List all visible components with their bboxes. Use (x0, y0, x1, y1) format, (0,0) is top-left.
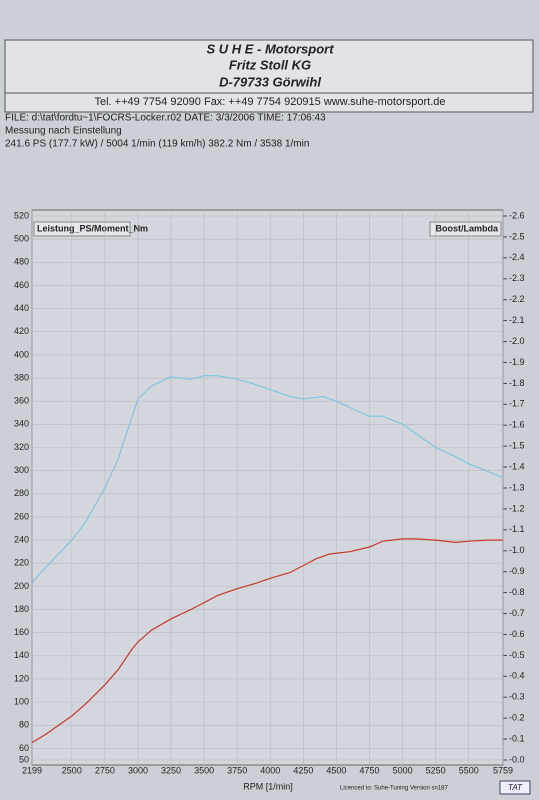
y-tick-label: 220 (14, 558, 29, 568)
y2-tick-label: -0.1 (509, 733, 525, 743)
y-tick-label: 100 (14, 697, 29, 707)
y-tick-label: 280 (14, 488, 29, 498)
y-tick-label: 440 (14, 303, 29, 313)
y-tick-label: 340 (14, 419, 29, 429)
y2-tick-label: -1.4 (509, 461, 525, 471)
x-tick-label: 3250 (161, 765, 181, 775)
y-tick-label: 400 (14, 349, 29, 359)
y-tick-label: 460 (14, 280, 29, 290)
y-tick-label: 360 (14, 396, 29, 406)
y-tick-label: 50 (19, 754, 29, 764)
result: 241.6 PS (177.7 kW) / 5004 1/min (119 km… (5, 139, 309, 150)
left-axis-label: Leistung_PS/Moment_Nm (37, 223, 148, 233)
x-tick-label: 4500 (326, 765, 346, 775)
y2-tick-label: -1.7 (509, 399, 525, 409)
x-tick-label: 2500 (62, 765, 82, 775)
y-tick-label: 160 (14, 627, 29, 637)
contact: Tel. ++49 7754 92090 Fax: ++49 7754 9209… (94, 96, 445, 108)
plot-area (31, 209, 504, 766)
header-box (4, 39, 534, 113)
y2-tick-label: -2.2 (509, 294, 525, 304)
y-tick-label: 420 (14, 326, 29, 336)
y2-tick-label: -1.2 (509, 503, 525, 513)
x-tick-label: 3500 (194, 765, 214, 775)
y2-tick-label: -0.4 (509, 671, 525, 681)
y2-tick-label: -1.8 (509, 378, 525, 388)
y-tick-label: 240 (14, 534, 29, 544)
x-tick-label: 4250 (293, 765, 313, 775)
x-tick-label: 5500 (459, 765, 479, 775)
x-axis-label: RPM [1/min] (243, 781, 293, 791)
y-tick-label: 120 (14, 673, 29, 683)
y-tick-label: 320 (14, 442, 29, 452)
left-label-box (33, 221, 131, 237)
y2-tick-label: -2.6 (509, 210, 525, 220)
y-tick-label: 500 (14, 234, 29, 244)
y2-tick-label: -1.3 (509, 482, 525, 492)
company-name: Fritz Stoll KG (229, 57, 311, 72)
y2-tick-label: -0.9 (509, 566, 525, 576)
x-tick-label: 5000 (393, 765, 413, 775)
logo-box (499, 780, 531, 795)
y2-tick-label: -1.9 (509, 357, 525, 367)
y-tick-label: 60 (19, 743, 29, 753)
y2-tick-label: -0.3 (509, 692, 525, 702)
y2-tick-label: -0.8 (509, 587, 525, 597)
y2-tick-label: -2.1 (509, 315, 525, 325)
y2-tick-label: -0.6 (509, 629, 525, 639)
y2-tick-label: -0.5 (509, 650, 525, 660)
y2-tick-label: -1.6 (509, 420, 525, 430)
x-tick-label: 3750 (227, 765, 247, 775)
y-tick-label: 200 (14, 581, 29, 591)
y2-tick-label: -0.7 (509, 608, 525, 618)
y2-tick-label: -1.1 (509, 524, 525, 534)
right-axis-label: Boost/Lambda (435, 223, 498, 233)
footer: Licenced to: Suhe-Tuning Version sn187 (340, 786, 449, 792)
y2-tick-label: -0.0 (509, 754, 525, 764)
y2-tick-label: -2.4 (509, 252, 525, 262)
y-tick-label: 480 (14, 257, 29, 267)
y-tick-label: 180 (14, 604, 29, 614)
note: Messung nach Einstellung (5, 126, 122, 137)
series-line (31, 538, 503, 744)
y2-tick-label: -2.3 (509, 273, 525, 283)
y2-tick-label: -2.0 (509, 336, 525, 346)
right-label-box (429, 221, 502, 237)
file-info: FILE: d:\tat\fordtu~1\FOCRS-Locker.r02 D… (5, 113, 326, 124)
y2-tick-label: -2.5 (509, 231, 525, 241)
y-tick-label: 520 (14, 210, 29, 220)
y-tick-label: 260 (14, 511, 29, 521)
y-tick-label: 80 (19, 720, 29, 730)
y-tick-label: 380 (14, 372, 29, 382)
x-tick-label: 3000 (128, 765, 148, 775)
logo: TAT (508, 783, 523, 792)
y2-tick-label: -1.5 (509, 441, 525, 451)
y2-tick-label: -0.2 (509, 713, 525, 723)
x-tick-label: 5759 (493, 765, 513, 775)
x-tick-label: 2750 (95, 765, 115, 775)
series-line (31, 375, 504, 584)
address: D-79733 Görwihl (219, 74, 321, 89)
x-tick-label: 4000 (260, 765, 280, 775)
x-tick-label: 5250 (426, 765, 446, 775)
x-tick-label: 2199 (22, 765, 42, 775)
y-tick-label: 140 (14, 650, 29, 660)
x-tick-label: 4750 (359, 765, 379, 775)
company: S U H E - Motorsport (206, 41, 334, 56)
y-tick-label: 300 (14, 465, 29, 475)
y2-tick-label: -1.0 (509, 545, 525, 555)
